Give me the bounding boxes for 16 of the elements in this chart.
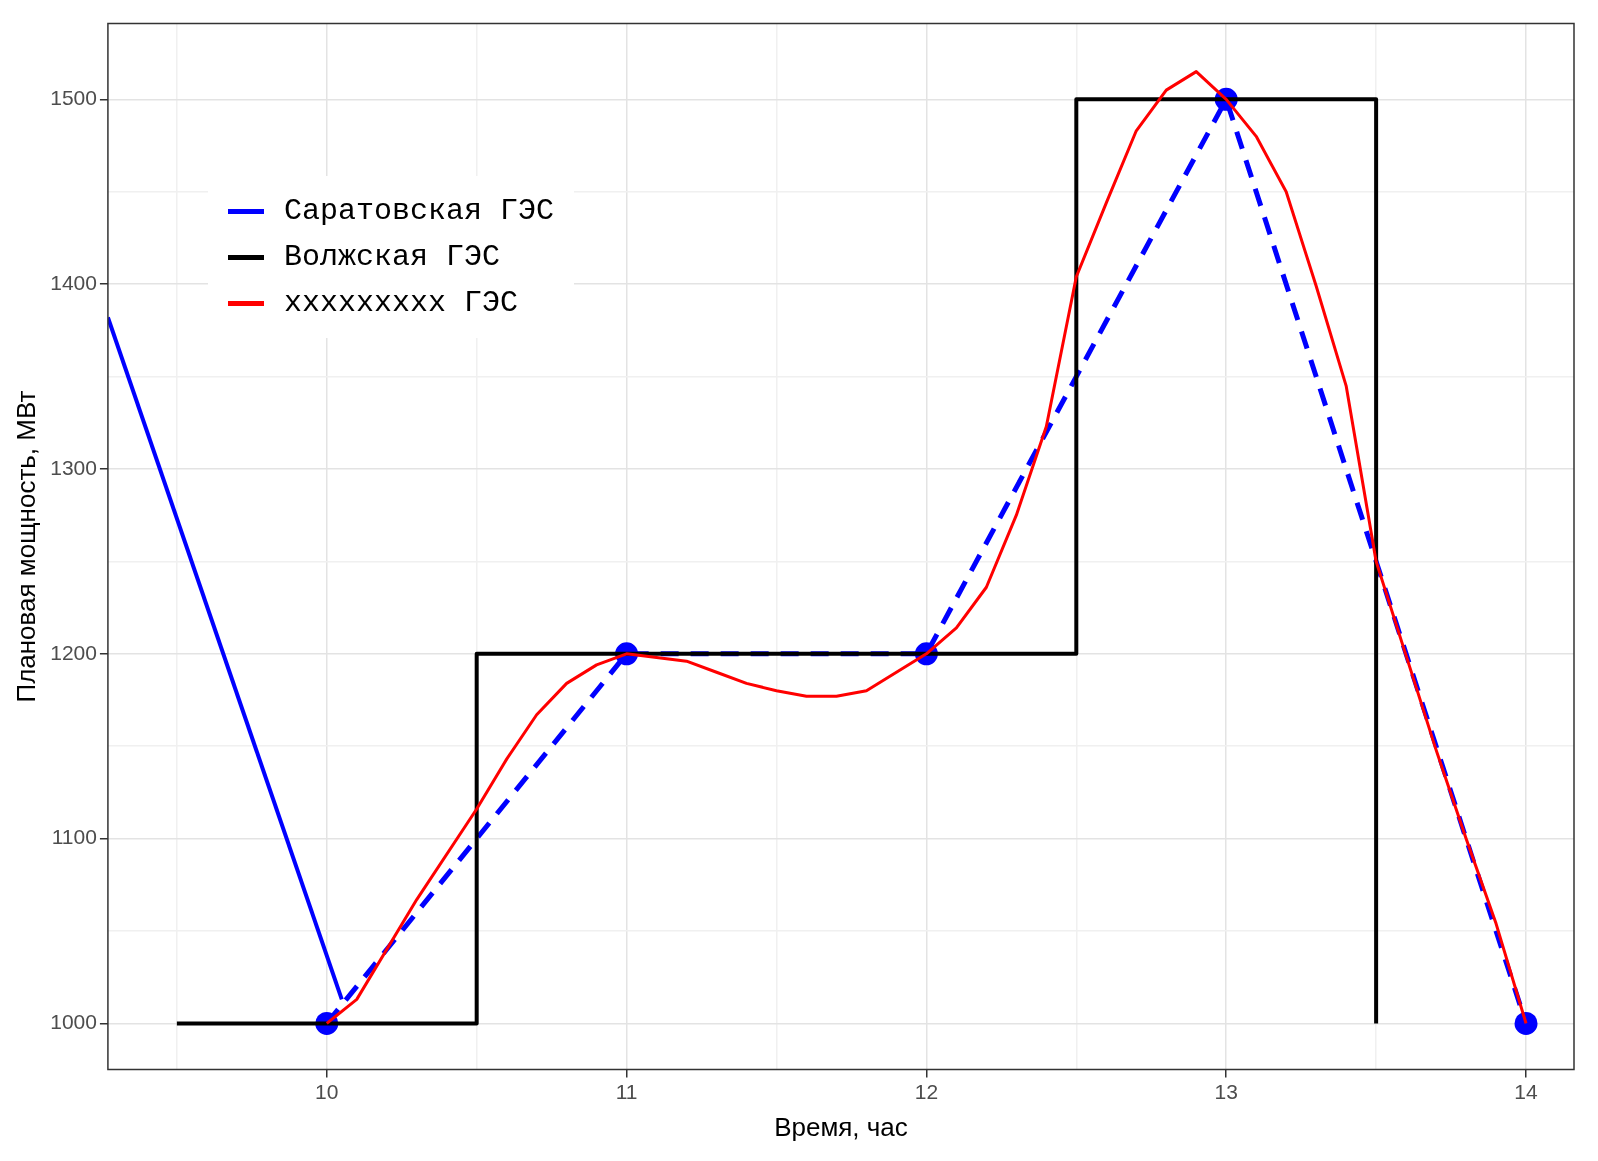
legend-label: xxxxxxxxx ГЭС (284, 286, 519, 320)
x-tick-label: 14 (1514, 1080, 1539, 1103)
x-tick-label: 10 (315, 1080, 339, 1103)
x-axis-title: Время, час (774, 1111, 908, 1142)
x-tick-label: 13 (1214, 1080, 1238, 1103)
legend-label: Саратовская ГЭС (284, 194, 555, 228)
x-tick-label: 12 (914, 1080, 939, 1103)
y-tick-label: 1400 (50, 270, 97, 294)
y-tick-label: 1500 (50, 86, 97, 110)
legend-label: Волжская ГЭС (284, 240, 501, 274)
y-tick-label: 1200 (50, 640, 97, 664)
y-tick-label: 1000 (50, 1010, 97, 1034)
x-tick-label: 11 (615, 1080, 638, 1103)
y-tick-label: 1300 (50, 455, 97, 479)
y-axis-title: Плановая мощность, МВт (10, 390, 41, 703)
y-tick-label: 1100 (51, 825, 97, 849)
